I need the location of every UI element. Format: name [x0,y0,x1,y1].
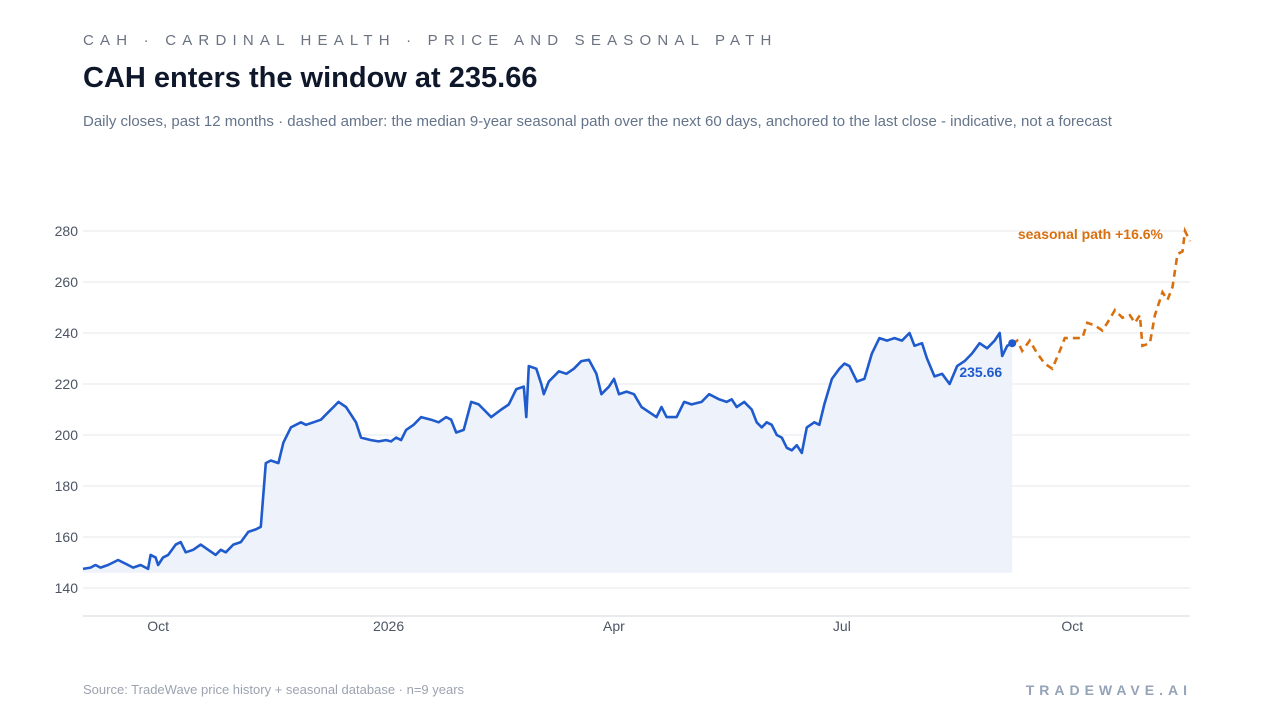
chart-subtitle: Daily closes, past 12 months · dashed am… [83,113,1112,130]
x-tick-label: Oct [147,618,169,634]
x-tick-label: Apr [603,618,625,634]
seasonal-path-line [1011,226,1192,371]
chart-kicker: CAH · CARDINAL HEALTH · PRICE AND SEASON… [83,32,778,49]
x-axis: Oct 2026 Apr Jul Oct [83,615,1190,634]
y-tick-label: 260 [55,274,79,290]
price-line [82,331,1013,571]
x-tick-label: Jul [833,618,851,634]
x-tick-label: 2026 [373,618,404,634]
y-axis: 140 160 180 200 220 240 260 280 [55,223,79,596]
y-tick-label: 160 [55,529,79,545]
y-tick-label: 200 [55,427,79,443]
source-note: Source: TradeWave price history + season… [83,682,465,697]
brand-logo-text: TRADEWAVE.AI [1025,682,1192,698]
price-area-fill [83,333,1013,573]
y-tick-label: 280 [55,223,79,239]
last-close-label: 235.66 [959,364,1002,380]
last-close-marker [1008,339,1017,348]
x-tick-label: Oct [1061,618,1083,634]
y-tick-label: 140 [55,580,79,596]
y-tick-label: 180 [55,478,79,494]
y-tick-label: 220 [55,376,79,392]
y-tick-label: 240 [55,325,79,341]
chart-title: CAH enters the window at 235.66 [83,62,538,94]
seasonal-path-label: seasonal path +16.6% [1018,226,1164,242]
